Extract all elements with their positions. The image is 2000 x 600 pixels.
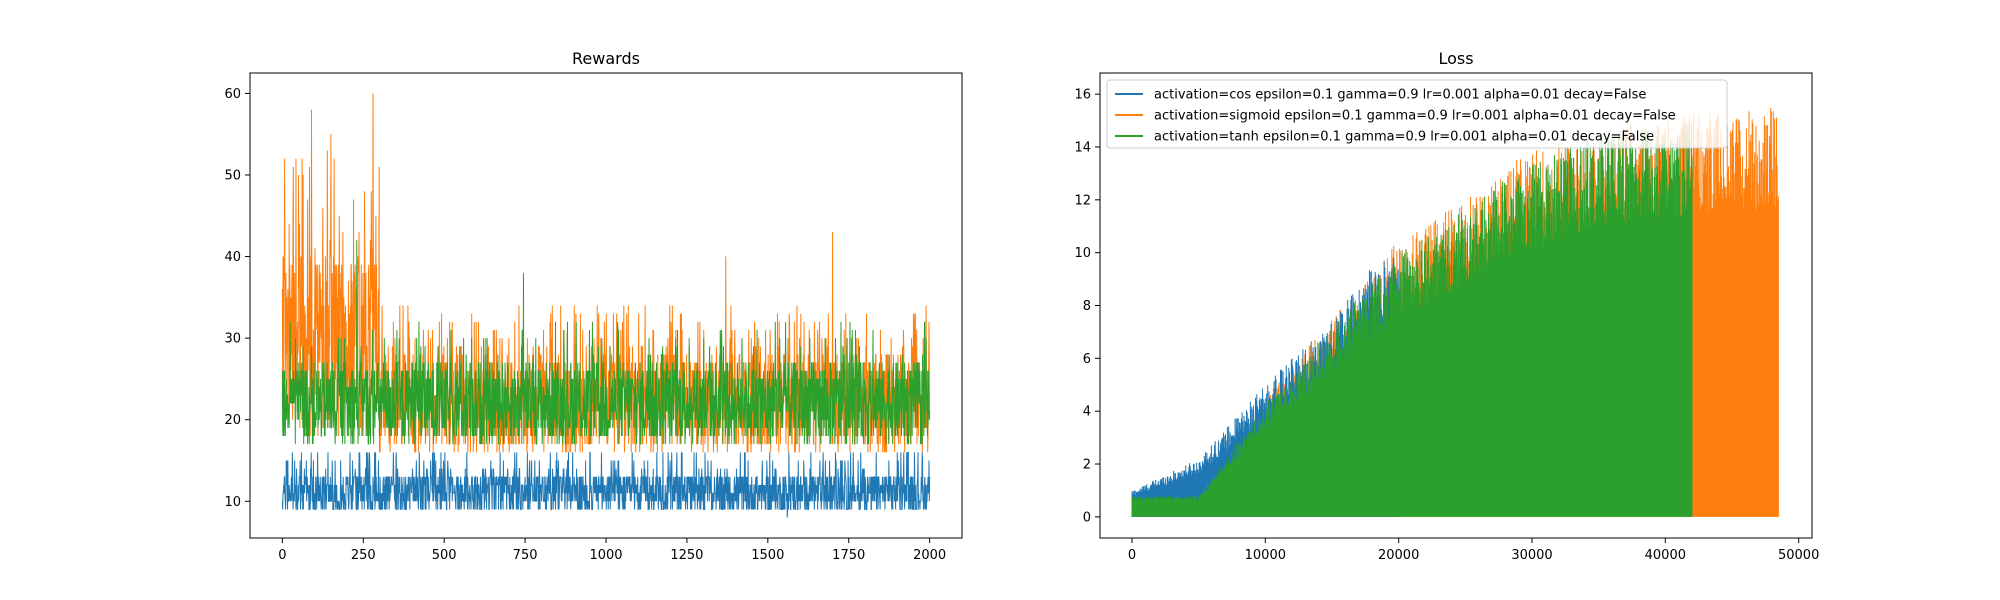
rewards-x-ticks: 0 250 500 750 1000 1250 1500 1750 2000 <box>278 538 946 563</box>
loss-y-tick-label: 0 <box>1083 510 1091 525</box>
loss-x-tick-label: 40000 <box>1645 548 1686 563</box>
rewards-x-tick-label: 1250 <box>670 548 703 563</box>
rewards-plot: Rewards 0 250 500 750 1000 1250 1500 1750 2000 1… <box>224 49 963 563</box>
rewards-series-blue <box>281 451 931 518</box>
rewards-x-tick-label: 500 <box>432 548 457 563</box>
loss-x-tick-label: 30000 <box>1511 548 1552 563</box>
loss-x-tick-label: 0 <box>1128 548 1136 563</box>
rewards-y-ticks: 10 20 30 40 50 60 <box>224 87 250 510</box>
rewards-x-tick-label: 1000 <box>589 548 622 563</box>
loss-plot: Loss 0 10000 20000 30000 40000 50000 0 2 4 6 8 10 1… <box>1074 49 1819 563</box>
loss-y-tick-label: 6 <box>1083 352 1091 367</box>
loss-title: Loss <box>1438 49 1473 68</box>
rewards-x-tick-label: 1750 <box>832 548 865 563</box>
legend-label-green: activation=tanh epsilon=0.1 gamma=0.9 lr… <box>1154 130 1654 145</box>
loss-legend: activation=cos epsilon=0.1 gamma=0.9 lr=… <box>1106 79 1728 149</box>
loss-y-tick-label: 4 <box>1083 405 1091 420</box>
loss-y-tick-label: 10 <box>1074 246 1091 261</box>
loss-y-tick-label: 2 <box>1083 458 1091 473</box>
rewards-y-tick-label: 50 <box>224 168 241 183</box>
rewards-x-tick-label: 250 <box>351 548 376 563</box>
loss-y-tick-label: 16 <box>1074 88 1091 103</box>
loss-y-tick-label: 12 <box>1074 193 1091 208</box>
rewards-y-tick-label: 40 <box>224 250 241 265</box>
loss-x-tick-label: 20000 <box>1378 548 1419 563</box>
loss-x-tick-label: 10000 <box>1245 548 1286 563</box>
rewards-series-green <box>281 240 931 445</box>
loss-y-ticks: 0 2 4 6 8 10 12 14 16 <box>1074 88 1100 525</box>
loss-series-group <box>1131 107 1779 517</box>
rewards-y-tick-label: 30 <box>224 332 241 347</box>
loss-x-ticks: 0 10000 20000 30000 40000 50000 <box>1128 538 1819 563</box>
rewards-x-tick-label: 1500 <box>751 548 784 563</box>
legend-label-blue: activation=cos epsilon=0.1 gamma=0.9 lr=… <box>1154 88 1646 103</box>
loss-y-tick-label: 14 <box>1074 140 1091 155</box>
rewards-x-tick-label: 750 <box>513 548 538 563</box>
rewards-series-group <box>281 93 931 518</box>
legend-box <box>1106 79 1728 149</box>
loss-x-tick-label: 50000 <box>1778 548 1819 563</box>
loss-y-tick-label: 8 <box>1083 299 1091 314</box>
rewards-y-tick-label: 10 <box>224 495 241 510</box>
rewards-y-tick-label: 20 <box>224 413 241 428</box>
rewards-title: Rewards <box>572 49 640 68</box>
legend-label-orange: activation=sigmoid epsilon=0.1 gamma=0.9… <box>1154 109 1676 124</box>
rewards-x-tick-label: 2000 <box>913 548 946 563</box>
loss-series-green <box>1131 123 1693 517</box>
rewards-x-tick-label: 0 <box>278 548 286 563</box>
rewards-y-tick-label: 60 <box>224 87 241 102</box>
